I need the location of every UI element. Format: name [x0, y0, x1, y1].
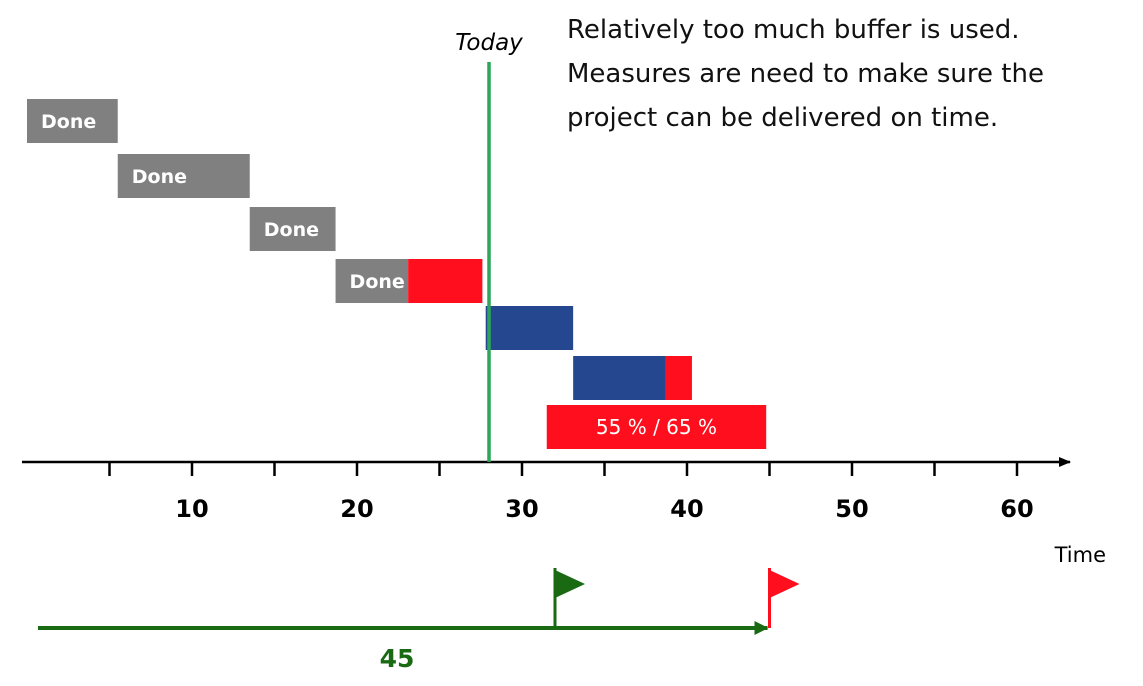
- note-line-2: Measures are need to make sure the: [567, 59, 1044, 89]
- task-label: Done: [132, 166, 187, 188]
- x-tick-label: 50: [835, 495, 868, 523]
- buffer-used-bar: [665, 356, 692, 400]
- planned-bar: [573, 356, 666, 400]
- x-axis-label: Time: [1054, 543, 1106, 567]
- task-label: Done: [264, 219, 319, 241]
- done-bar: [27, 99, 118, 143]
- deadline-flag-icon: [769, 570, 800, 598]
- timeline-value-label: 45: [380, 644, 415, 673]
- x-tick-label: 10: [175, 495, 208, 523]
- x-tick-label: 40: [670, 495, 703, 523]
- x-tick-label: 60: [1000, 495, 1033, 523]
- buffer-status-bar: [546, 405, 767, 449]
- done-bar: [249, 207, 336, 251]
- buffer-status-label: 55 % / 65 %: [596, 415, 717, 439]
- buffer-used-bar: [408, 259, 483, 303]
- annotation-note: Relatively too much buffer is used. Meas…: [567, 8, 1137, 140]
- planned-bar: [485, 306, 574, 350]
- task-label: Done: [41, 111, 96, 133]
- milestone-flag-icon: [555, 570, 585, 598]
- done-bar: [117, 154, 250, 198]
- x-tick-label: 30: [505, 495, 538, 523]
- task-label: Done: [350, 271, 405, 293]
- x-tick-label: 20: [340, 495, 373, 523]
- done-bar: [335, 259, 409, 303]
- note-line-3: project can be delivered on time.: [567, 103, 999, 133]
- today-label: Today: [455, 30, 523, 56]
- note-line-1: Relatively too much buffer is used.: [567, 15, 1020, 45]
